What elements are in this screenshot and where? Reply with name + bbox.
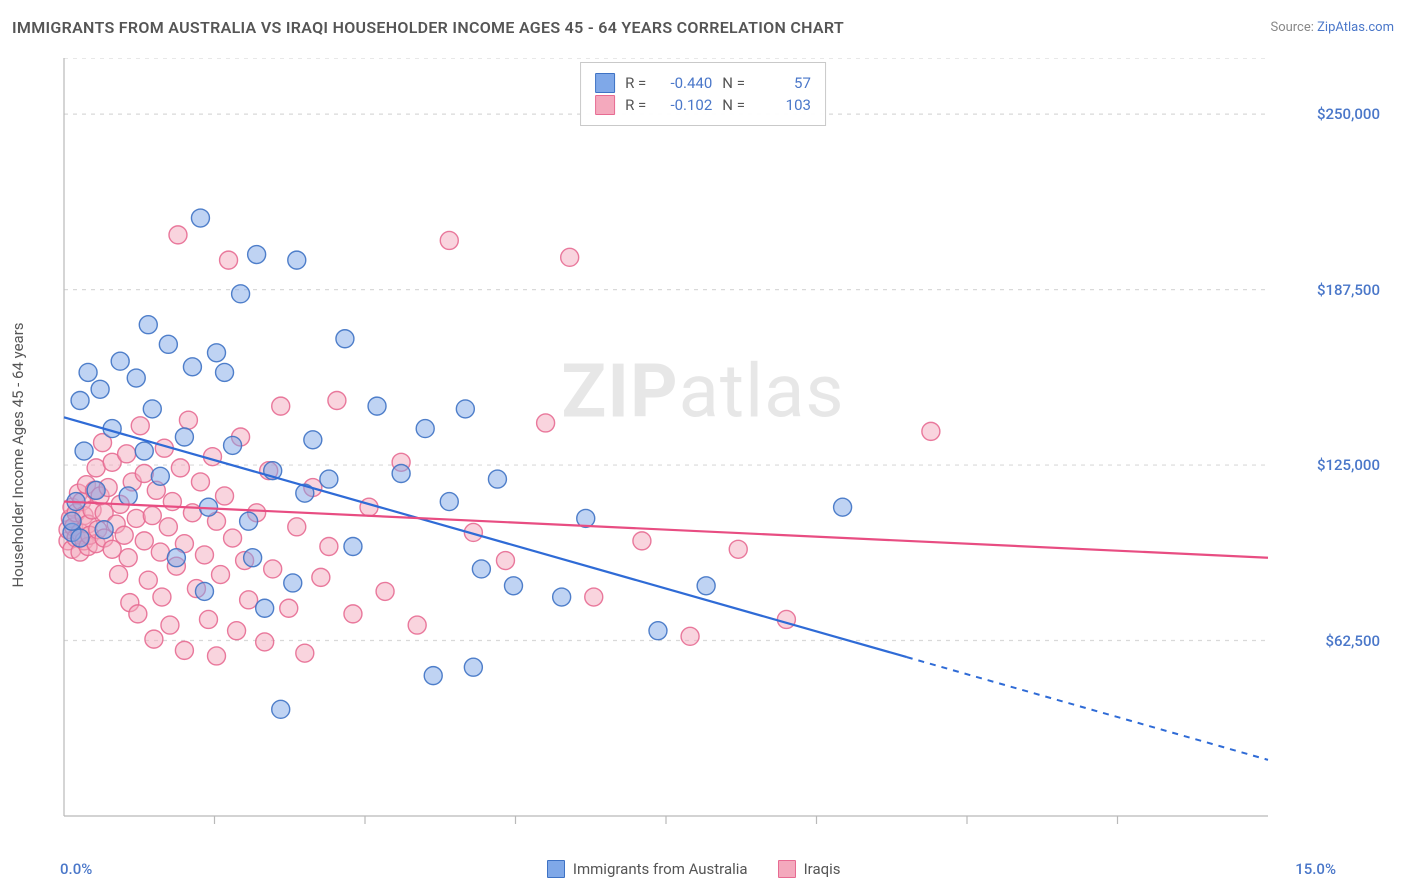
chart-container: IMMIGRANTS FROM AUSTRALIA VS IRAQI HOUSE… — [0, 0, 1406, 892]
y-axis-label: Householder Income Ages 45 - 64 years — [9, 322, 27, 587]
plot-area — [58, 58, 1388, 834]
swatch-iraqis — [595, 95, 615, 115]
stat-n-australia: 57 — [755, 74, 811, 92]
source-prefix: Source: — [1270, 20, 1317, 35]
scatter-svg — [58, 58, 1388, 834]
y-tick-label: $250,000 — [1317, 105, 1380, 123]
stat-n-iraqis: 103 — [755, 96, 811, 114]
y-tick-label: $125,000 — [1317, 456, 1380, 474]
chart-title: IMMIGRANTS FROM AUSTRALIA VS IRAQI HOUSE… — [12, 18, 844, 37]
stat-r-australia: -0.440 — [656, 74, 712, 92]
correlation-stats-box: R = -0.440 N = 57 R = -0.102 N = 103 — [580, 62, 826, 126]
y-tick-label: $187,500 — [1317, 281, 1380, 299]
stat-n-label: N = — [722, 96, 745, 114]
stat-r-label: R = — [625, 96, 646, 114]
x-tick-max: 15.0% — [1295, 860, 1336, 878]
x-axis-legend: 0.0% Immigrants from Australia Iraqis 15… — [0, 860, 1406, 878]
legend-item-iraqis: Iraqis — [778, 860, 841, 878]
legend-swatch-australia — [547, 860, 565, 878]
chart-header: IMMIGRANTS FROM AUSTRALIA VS IRAQI HOUSE… — [12, 18, 1394, 37]
source-attribution: Source: ZipAtlas.com — [1270, 20, 1394, 35]
legend-label-australia: Immigrants from Australia — [573, 860, 748, 878]
legend-item-australia: Immigrants from Australia — [547, 860, 748, 878]
stats-row-iraqis: R = -0.102 N = 103 — [595, 95, 811, 115]
legend-label-iraqis: Iraqis — [804, 860, 841, 878]
source-link[interactable]: ZipAtlas.com — [1317, 20, 1394, 35]
y-tick-label: $62,500 — [1325, 632, 1380, 650]
series-legend: Immigrants from Australia Iraqis — [547, 860, 841, 878]
stats-row-australia: R = -0.440 N = 57 — [595, 73, 811, 93]
swatch-australia — [595, 73, 615, 93]
stat-r-label: R = — [625, 74, 646, 92]
stat-r-iraqis: -0.102 — [656, 96, 712, 114]
stat-n-label: N = — [722, 74, 745, 92]
legend-swatch-iraqis — [778, 860, 796, 878]
x-tick-min: 0.0% — [60, 860, 92, 878]
